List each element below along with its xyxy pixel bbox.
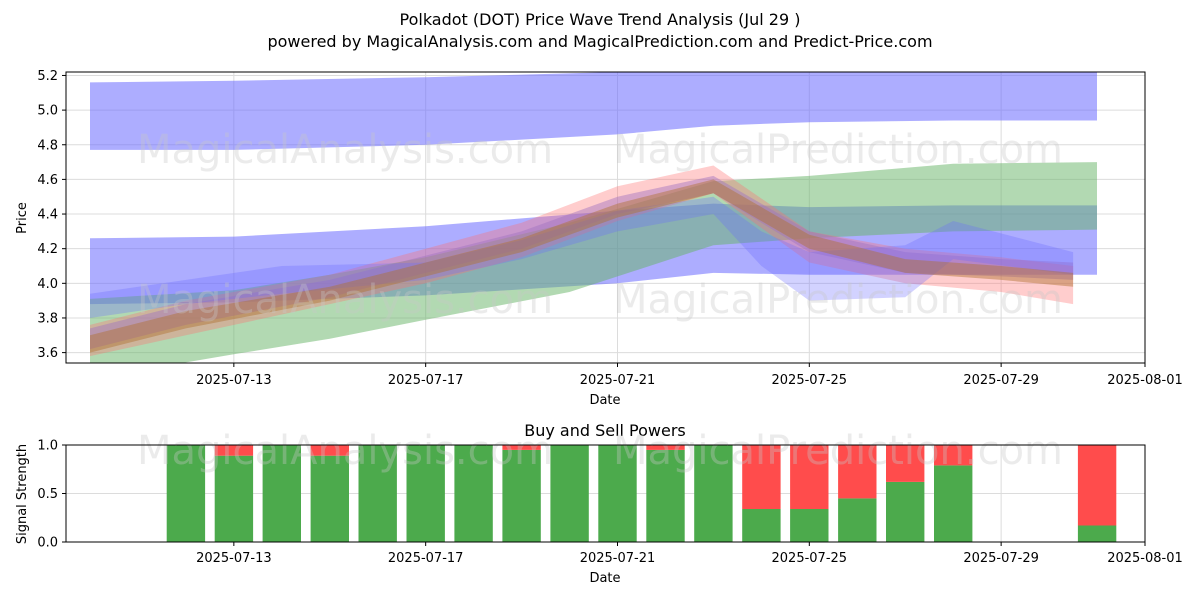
sell-bar	[838, 445, 877, 499]
buy-bar	[166, 445, 206, 542]
bottom-x-tick-label: 2025-07-13	[196, 551, 272, 566]
buy-bar	[454, 445, 493, 542]
sell-bar	[742, 445, 781, 509]
top-y-tick-label: 4.8	[37, 138, 58, 153]
top-x-tick-label: 2025-07-29	[963, 373, 1039, 388]
chart-title: Polkadot (DOT) Price Wave Trend Analysis…	[400, 10, 801, 29]
top-x-axis-label: Date	[589, 393, 620, 408]
top-y-tick-label: 3.8	[37, 311, 58, 326]
top-y-axis-label: Price	[15, 202, 30, 234]
buy-bar	[214, 455, 254, 542]
price-wave-band-3	[90, 165, 1074, 357]
buy-bar	[790, 509, 829, 542]
sell-bar	[1077, 445, 1117, 526]
bottom-x-tick-label: 2025-07-29	[963, 551, 1039, 566]
top-ticks: 2025-07-13 2025-07-17 2025-07-21 2025-07-25…	[37, 69, 1182, 388]
top-x-tick-label: 2025-07-21	[580, 373, 656, 388]
top-y-tick-label: 4.6	[37, 173, 58, 188]
watermark-prediction-mid: MagicalPrediction.com	[613, 277, 1063, 323]
bottom-y-axis-label: Signal Strength	[15, 444, 30, 544]
top-y-tick-label: 5.0	[37, 104, 58, 119]
top-bands	[90, 72, 1097, 363]
price-wave-band-5	[90, 196, 1074, 318]
buy-bar	[694, 445, 733, 542]
bottom-x-tick-label: 2025-07-21	[580, 551, 656, 566]
buy-bar	[742, 509, 781, 542]
bottom-y-tick-label: 0.0	[37, 536, 58, 551]
top-axes-frame	[65, 71, 1146, 364]
sell-bar	[502, 445, 541, 450]
buy-bar	[886, 481, 925, 542]
sell-bar	[646, 445, 685, 450]
watermark-analysis-mid: MagicalAnalysis.com	[137, 277, 553, 323]
price-wave-band-2	[90, 162, 1097, 363]
bottom-y-tick-label: 0.5	[37, 487, 58, 502]
bottom-x-tick-label: 2025-07-25	[772, 551, 848, 566]
bottom-bars	[166, 445, 1117, 542]
buy-bar	[406, 445, 445, 542]
top-x-tick-label: 2025-07-13	[196, 373, 272, 388]
watermark-analysis-bottom: MagicalAnalysis.com	[137, 428, 553, 474]
top-y-tick-label: 4.2	[37, 242, 58, 257]
top-y-tick-label: 3.6	[37, 346, 58, 361]
top-x-tick-label: 2025-08-01	[1107, 373, 1183, 388]
price-wave-band-4	[90, 175, 1074, 350]
sell-bar	[310, 445, 349, 456]
top-x-tick-label: 2025-07-17	[388, 373, 464, 388]
watermark-analysis-top: MagicalAnalysis.com	[137, 127, 553, 173]
top-y-tick-label: 5.2	[37, 69, 58, 84]
top-x-tick-label: 2025-07-25	[772, 373, 848, 388]
bottom-chart-title: Buy and Sell Powers	[524, 421, 686, 440]
bottom-x-axis-label: Date	[589, 571, 620, 586]
watermark-prediction-top: MagicalPrediction.com	[613, 127, 1063, 173]
buy-bar	[934, 465, 973, 542]
buy-bar	[262, 445, 301, 542]
watermark-prediction-bottom: MagicalPrediction.com	[613, 428, 1063, 474]
sell-bar	[214, 445, 254, 456]
buy-bar	[310, 455, 349, 542]
buy-bar	[646, 449, 685, 542]
price-wave-band-0	[90, 72, 1097, 150]
buy-bar	[502, 449, 541, 542]
sell-bar	[790, 445, 829, 509]
bottom-x-tick-label: 2025-08-01	[1107, 551, 1183, 566]
sell-bar	[886, 445, 925, 482]
buy-bar	[598, 445, 637, 542]
bottom-y-tick-label: 1.0	[37, 439, 58, 454]
bottom-x-tick-label: 2025-07-17	[388, 551, 464, 566]
sell-bar	[934, 445, 973, 466]
bottom-ticks: 2025-07-13 2025-07-17 2025-07-21 2025-07-25…	[37, 439, 1182, 567]
chart-subtitle: powered by MagicalAnalysis.com and Magic…	[267, 32, 932, 51]
buy-bar	[1077, 525, 1117, 542]
buy-bar	[550, 445, 589, 542]
buy-bar	[838, 498, 877, 542]
buy-bar	[358, 445, 397, 542]
top-y-tick-label: 4.4	[37, 208, 58, 223]
top-y-tick-label: 4.0	[37, 277, 58, 292]
